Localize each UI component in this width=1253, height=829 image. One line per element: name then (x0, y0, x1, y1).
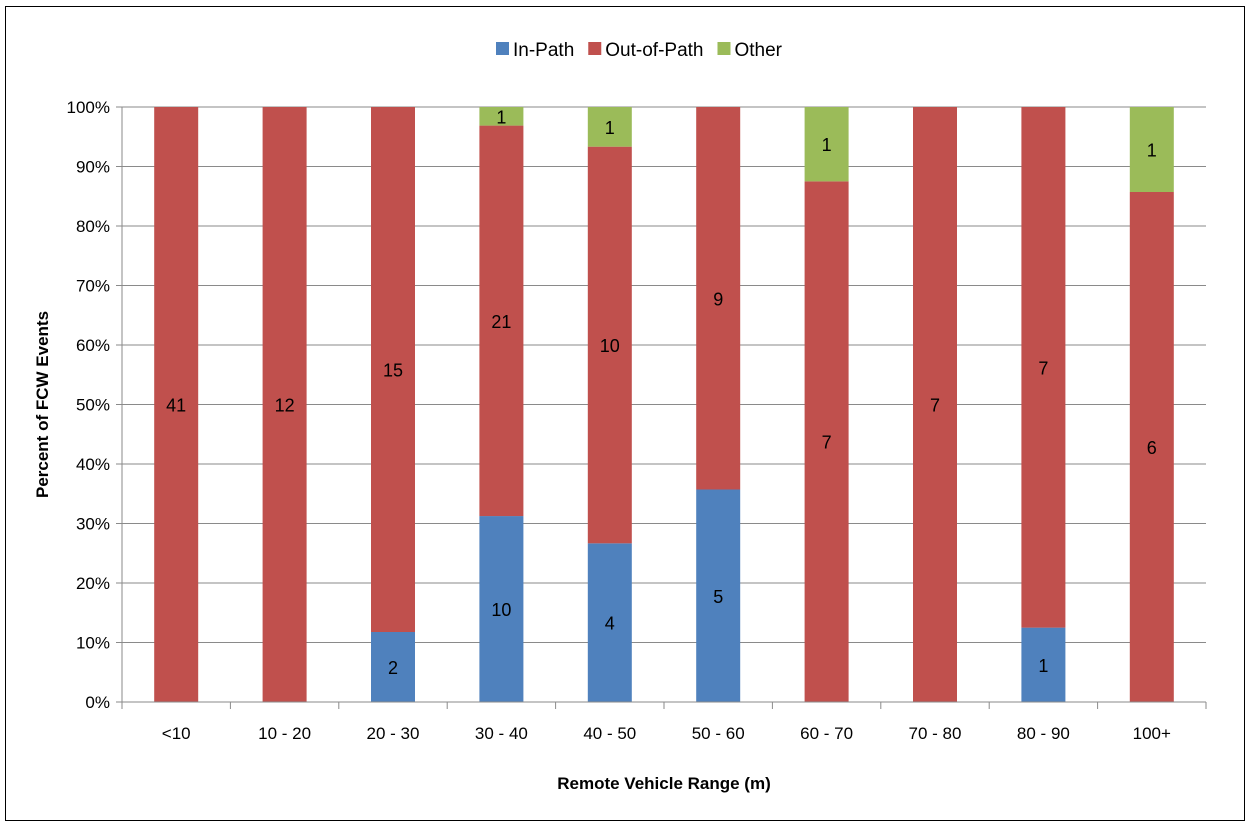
data-label: 21 (491, 312, 511, 332)
y-axis-title: Percent of FCW Events (33, 311, 52, 498)
y-tick-label: 100% (67, 98, 110, 117)
legend-swatch (717, 42, 731, 55)
data-label: 1 (822, 135, 832, 155)
data-label: 41 (166, 396, 186, 416)
x-tick-label: 30 - 40 (475, 724, 528, 743)
x-tick-labels: <10 10 - 20 20 - 30 30 - 40 40 - 50 50 - 60 60… (162, 724, 1171, 743)
y-tick-label: 0% (85, 693, 110, 712)
bar-segment (804, 181, 849, 702)
bar-segment (479, 516, 524, 702)
bar-segment (154, 107, 199, 702)
y-tick-label: 30% (76, 515, 110, 534)
bar-segment (371, 107, 415, 632)
stacked-bar-chart: 0% 10% 20% 30% 40% 50% 60% 70% 80% 90% 100% <10 10 … (33, 40, 1207, 793)
legend-swatch (588, 42, 602, 55)
x-tick-label: 100+ (1133, 724, 1171, 743)
data-label: 2 (388, 658, 398, 678)
x-tick-label: 80 - 90 (1017, 724, 1070, 743)
bar-segment (1129, 192, 1174, 702)
data-label: 10 (600, 336, 620, 356)
bar-segment (1021, 627, 1066, 702)
legend: In-Path Out-of-Path Other (496, 40, 783, 61)
data-label: 1 (1147, 141, 1157, 161)
data-label: 7 (1038, 358, 1048, 378)
x-tick-label: 50 - 60 (692, 724, 745, 743)
data-label: 1 (496, 107, 506, 127)
y-tick-label: 50% (76, 396, 110, 415)
legend-entry: Other (734, 40, 782, 61)
y-tick-label: 70% (76, 277, 110, 296)
data-label: 4 (605, 614, 615, 634)
x-axis-title: Remote Vehicle Range (m) (557, 774, 771, 793)
bar-segment (696, 107, 741, 490)
data-label: 7 (822, 433, 832, 453)
y-tick-labels: 0% 10% 20% 30% 40% 50% 60% 70% 80% 90% 100% (67, 98, 110, 712)
bar-segment (371, 632, 415, 702)
data-label: 12 (275, 396, 295, 416)
axes (121, 107, 1207, 709)
y-tick-label: 40% (76, 455, 110, 474)
legend-swatch (496, 42, 509, 55)
data-label: 1 (1038, 656, 1048, 676)
bar-segment (587, 107, 632, 147)
x-tick-label: 20 - 30 (367, 724, 420, 743)
bar-segment (587, 146, 632, 544)
data-label: 7 (930, 396, 940, 416)
data-label: 1 (605, 118, 615, 138)
legend-entry: Out-of-Path (605, 40, 703, 61)
x-tick-label: 60 - 70 (800, 724, 853, 743)
x-tick-label: 40 - 50 (583, 724, 636, 743)
bar-segment (587, 543, 632, 702)
x-tick-label: <10 (162, 724, 191, 743)
x-tick-label: 10 - 20 (258, 724, 311, 743)
data-label: 10 (491, 600, 511, 620)
data-label: 6 (1147, 438, 1157, 458)
y-tick-label: 60% (76, 336, 110, 355)
bar-segment (1021, 107, 1066, 628)
bar-segment (913, 107, 957, 702)
bar-segment (696, 489, 741, 702)
y-tick-label: 90% (76, 158, 110, 177)
bar-segment (804, 107, 849, 182)
bar-segment (262, 107, 307, 702)
y-tick-label: 80% (76, 217, 110, 236)
bar-segment (479, 125, 524, 517)
bar-segment (479, 107, 524, 126)
data-label: 5 (713, 587, 723, 607)
legend-entry: In-Path (513, 40, 574, 61)
y-tick-label: 10% (76, 634, 110, 653)
bar-segment (1129, 107, 1174, 192)
chart-frame: 0% 10% 20% 30% 40% 50% 60% 70% 80% 90% 100% <10 10 … (5, 6, 1245, 821)
x-tick-label: 70 - 80 (909, 724, 962, 743)
data-label: 9 (713, 289, 723, 309)
y-tick-label: 20% (76, 574, 110, 593)
data-label: 15 (383, 361, 403, 381)
bars (154, 107, 1174, 702)
